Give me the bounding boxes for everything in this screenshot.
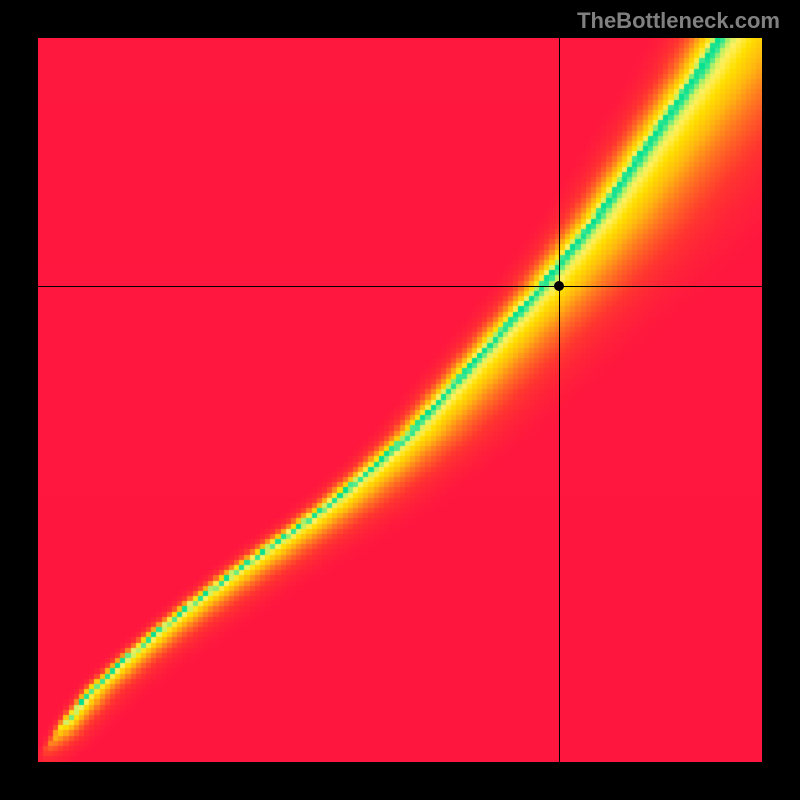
crosshair-vertical (559, 38, 560, 762)
heatmap-canvas (38, 38, 762, 762)
crosshair-dot (554, 281, 564, 291)
watermark-text: TheBottleneck.com (577, 8, 780, 34)
heatmap-plot (38, 38, 762, 762)
crosshair-horizontal (38, 286, 762, 287)
